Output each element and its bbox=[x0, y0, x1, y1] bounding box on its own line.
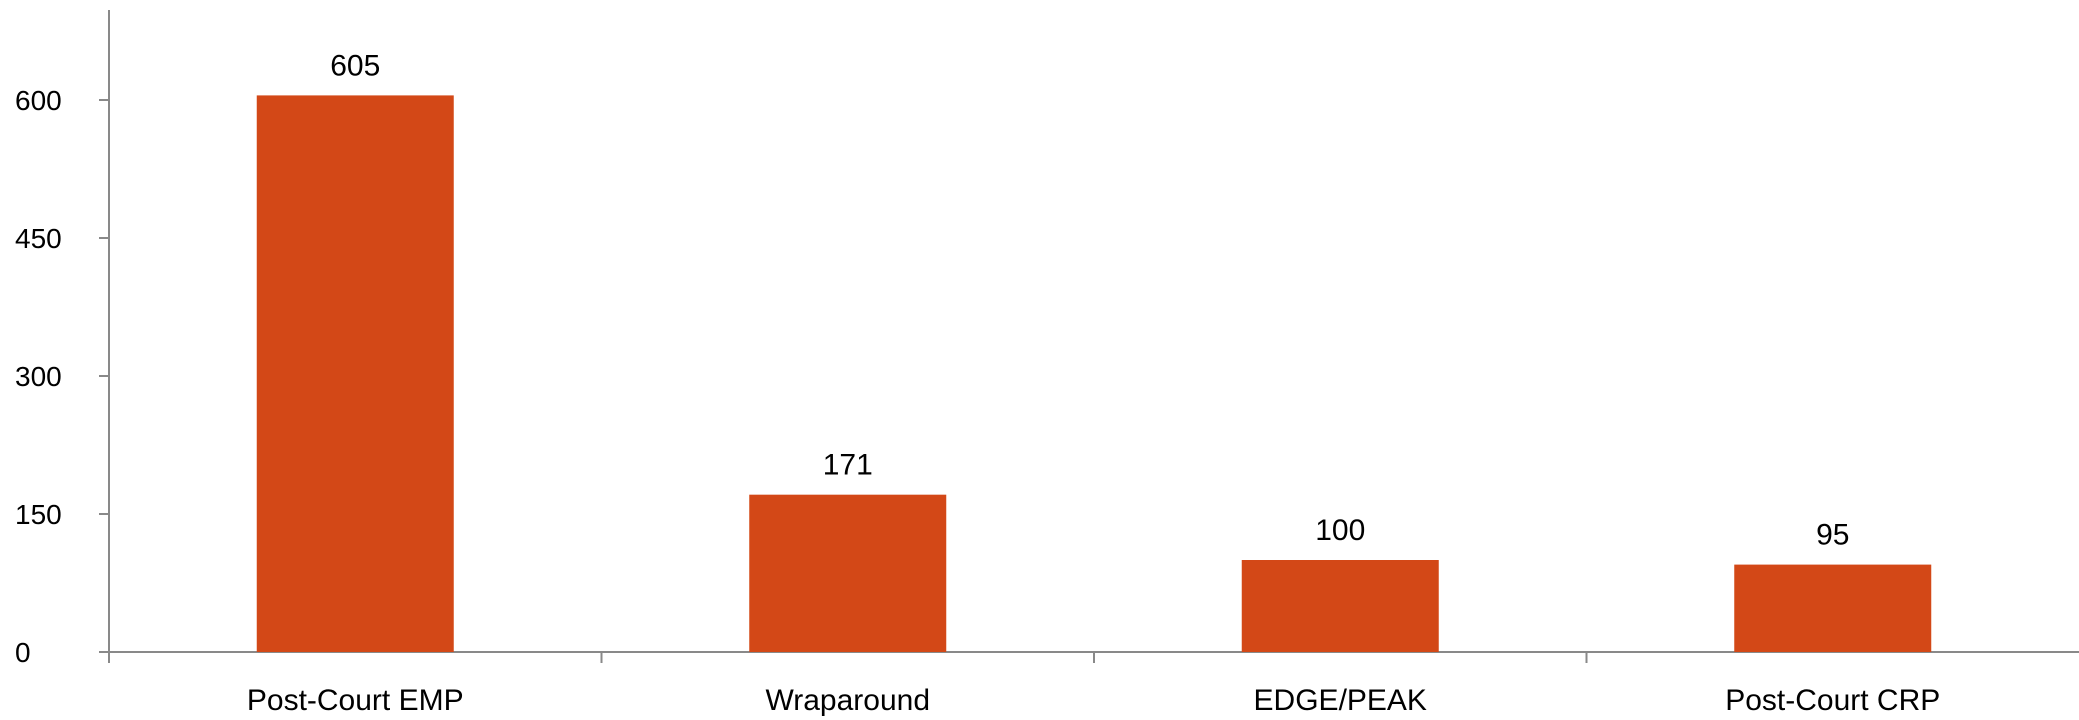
category-label: Wraparound bbox=[765, 684, 930, 717]
category-label: EDGE/PEAK bbox=[1254, 684, 1427, 717]
bars bbox=[256, 95, 1932, 652]
bar-post-court-emp bbox=[256, 95, 454, 652]
y-tick-label: 450 bbox=[15, 223, 62, 254]
category-label: Post-Court CRP bbox=[1725, 684, 1940, 717]
y-tick-label: 150 bbox=[15, 499, 62, 530]
labels: 0 150 300 450 600 605 Post-Court EMP 171 Wraparo… bbox=[15, 49, 1940, 717]
bar-edge-peak bbox=[1241, 560, 1439, 652]
category-label: Post-Court EMP bbox=[247, 684, 464, 717]
y-tick-label: 300 bbox=[15, 361, 62, 392]
y-tick-label: 600 bbox=[15, 85, 62, 116]
data-label: 605 bbox=[330, 49, 380, 82]
data-label: 95 bbox=[1816, 519, 1849, 552]
data-label: 100 bbox=[1315, 514, 1365, 547]
data-label: 171 bbox=[823, 449, 873, 482]
bar-post-court-crp bbox=[1734, 564, 1932, 652]
bar-wraparound bbox=[749, 494, 947, 652]
y-tick-label: 0 bbox=[15, 637, 31, 668]
